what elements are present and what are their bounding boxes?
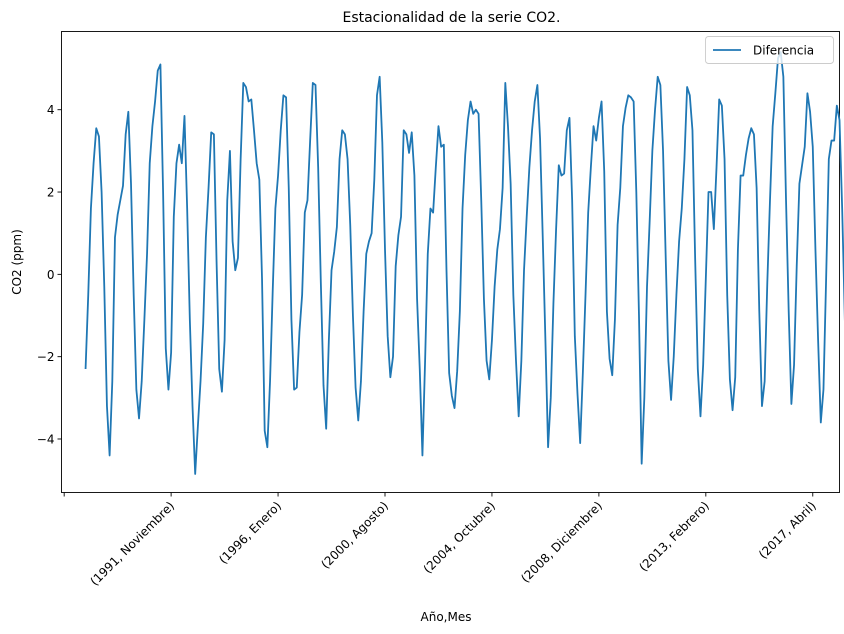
x-axis-label: Año,Mes: [421, 610, 472, 624]
chart-title: Estacionalidad de la serie CO2.: [342, 10, 560, 26]
y-tick-label-4: 4: [47, 103, 55, 117]
y-tick-label-0: −4: [37, 432, 55, 446]
y-axis: −4 −2 0 2 4: [37, 103, 62, 446]
legend-box: [705, 36, 834, 64]
legend-label-diferencia: Diferencia: [753, 44, 814, 58]
plot-area: [61, 31, 840, 493]
y-tick-label-1: −2: [37, 350, 55, 364]
y-axis-label: CO2 (ppm): [10, 229, 24, 295]
y-tick-label-2: 0: [47, 268, 55, 282]
legend: Diferencia: [705, 36, 834, 64]
y-tick-label-3: 2: [47, 186, 55, 200]
